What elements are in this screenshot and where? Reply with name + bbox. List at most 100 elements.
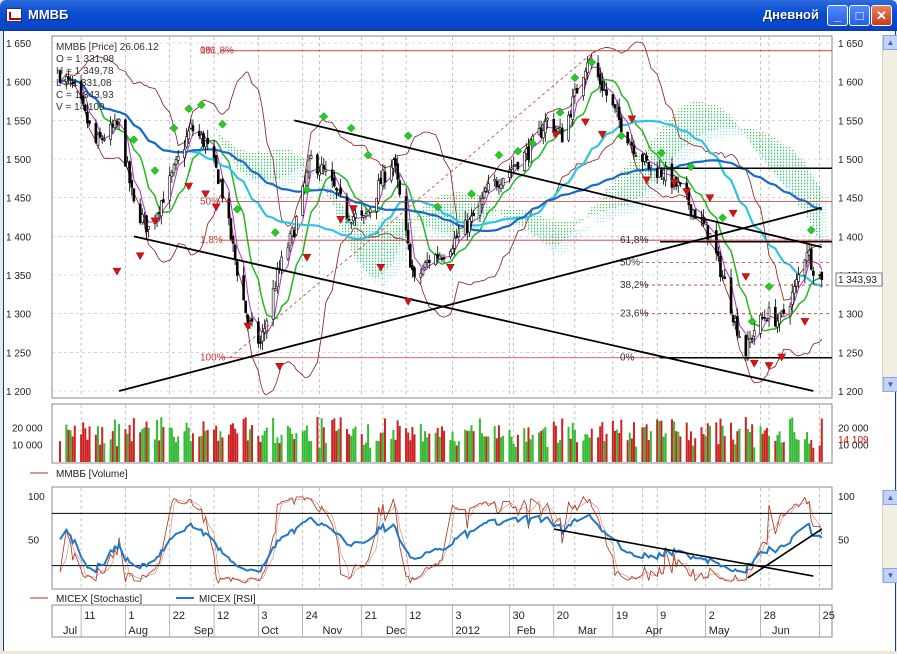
volume-bar <box>407 432 410 462</box>
indicator-panel-scrollbar[interactable]: ▲ ▼ <box>882 490 897 583</box>
scroll-up-icon[interactable]: ▲ <box>883 35 897 50</box>
candle-body <box>537 128 541 136</box>
volume-bar <box>704 436 707 462</box>
sell-signal-arrow <box>764 362 774 370</box>
candle-body <box>655 167 659 178</box>
ma-green-line <box>59 78 823 332</box>
candle-body <box>468 219 471 233</box>
volume-bar <box>185 422 188 462</box>
scroll-up-icon[interactable]: ▲ <box>883 490 897 505</box>
maximize-button[interactable]: □ <box>849 5 870 26</box>
volume-bar <box>69 430 72 462</box>
candle-body <box>484 191 488 193</box>
x-month-tick-label: May <box>709 625 730 637</box>
candle-body <box>200 134 203 140</box>
volume-bar <box>529 439 532 462</box>
volume-bar <box>751 424 754 462</box>
candle-body <box>276 267 279 288</box>
volume-bar <box>153 439 156 462</box>
candle-body <box>449 251 452 257</box>
volume-bar <box>162 427 165 462</box>
candle-body <box>187 130 191 140</box>
candle-body <box>575 88 579 94</box>
volume-bar <box>478 418 481 462</box>
volume-bar <box>685 422 688 462</box>
price-tick-label-right: 1 500 <box>838 155 863 166</box>
volume-bar <box>497 425 500 462</box>
osc-tick-label-right: 100 <box>838 492 855 503</box>
price-panel-scrollbar[interactable]: ▲ ▼ <box>882 35 897 392</box>
volume-bar <box>584 434 587 462</box>
volume-bar <box>331 419 334 462</box>
candle-body <box>233 245 237 260</box>
buy-signal-diamond <box>346 123 356 133</box>
fib-level-label: 50% <box>620 258 640 269</box>
candle-body <box>586 62 589 74</box>
candle-body <box>140 214 144 223</box>
candle-body <box>307 159 311 173</box>
candle-body <box>647 161 651 169</box>
volume-bar <box>160 417 163 462</box>
scroll-down-icon[interactable]: ▼ <box>883 377 897 392</box>
volume-bar <box>660 420 663 462</box>
candle-body <box>573 89 577 97</box>
volume-bar <box>145 421 148 462</box>
candle-body <box>721 275 724 278</box>
candle-body <box>261 331 264 342</box>
sell-signal-arrow <box>551 131 561 139</box>
price-tick-label-right: 1 550 <box>838 116 863 127</box>
minimize-button[interactable]: _ <box>827 5 848 26</box>
volume-bar <box>554 425 557 462</box>
candle-body <box>693 209 697 219</box>
volume-bar <box>158 440 161 462</box>
candle-body <box>292 229 296 238</box>
buy-signal-diamond <box>169 123 179 133</box>
candle-body <box>440 258 444 260</box>
candle-body <box>679 182 682 185</box>
price-tick-label-left: 1 550 <box>6 116 31 127</box>
candle-body <box>689 204 693 216</box>
volume-bar <box>318 447 321 462</box>
volume-bar <box>367 424 370 462</box>
volume-bar <box>514 446 517 462</box>
buy-signal-diamond <box>555 108 565 117</box>
buy-signal-diamond <box>570 73 580 83</box>
timeframe-label[interactable]: Дневной <box>762 7 819 22</box>
candle-body <box>273 288 277 291</box>
candle-body <box>229 218 233 240</box>
volume-bar <box>763 430 766 462</box>
close-button[interactable]: ✕ <box>871 5 892 26</box>
volume-bar <box>156 419 159 462</box>
candle-body <box>362 215 366 218</box>
sell-signal-arrow <box>211 203 221 212</box>
candle-body <box>512 165 515 167</box>
candle-body <box>145 215 148 233</box>
candle-body <box>375 197 378 212</box>
price-tick-label-right: 1 600 <box>838 78 863 89</box>
candle-body <box>115 120 119 125</box>
candle-body <box>731 315 735 323</box>
price-tick-label-left: 1 650 <box>6 39 31 50</box>
volume-bar <box>588 437 591 462</box>
volume-bar <box>679 436 682 462</box>
x-month-tick-label: Sep <box>194 625 214 637</box>
scroll-down-icon[interactable]: ▼ <box>883 568 897 583</box>
candle-body <box>493 179 496 182</box>
candle-body <box>330 169 334 181</box>
candle-body <box>795 279 798 287</box>
sell-signal-arrow <box>336 216 346 224</box>
volume-bar <box>611 420 614 462</box>
buy-signal-diamond <box>718 213 727 223</box>
candle-body <box>214 155 218 168</box>
ohlc-high: H = 1 349,78 <box>56 66 114 77</box>
volume-bar <box>744 417 747 462</box>
volume-bar <box>265 427 268 462</box>
volume-bar <box>322 427 325 462</box>
volume-bar <box>94 434 97 462</box>
candle-body <box>79 80 83 99</box>
price-tick-label-right: 1 300 <box>838 310 863 321</box>
volume-bar <box>204 430 207 462</box>
volume-bar <box>470 425 473 462</box>
volume-bar <box>573 429 576 462</box>
volume-bar <box>500 437 503 462</box>
